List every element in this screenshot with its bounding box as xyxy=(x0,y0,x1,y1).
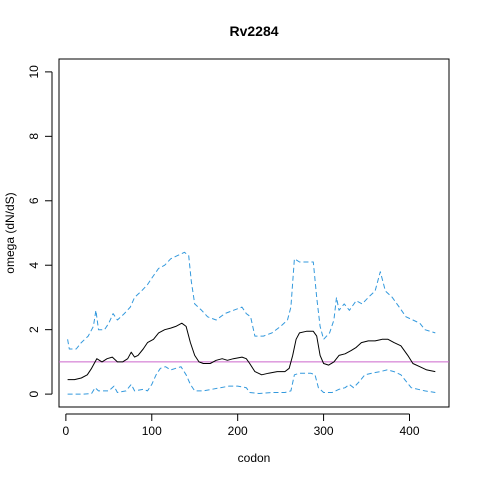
y-tick-label: 8 xyxy=(27,133,41,140)
x-tick-label: 200 xyxy=(228,424,248,438)
y-tick-label: 2 xyxy=(27,326,41,333)
y-tick-label: 10 xyxy=(27,65,41,79)
y-axis-label: omega (dN/dS) xyxy=(3,192,17,273)
y-tick-label: 6 xyxy=(27,197,41,204)
x-tick-label: 300 xyxy=(314,424,334,438)
series-line-upper-interval xyxy=(67,251,436,350)
plot-area xyxy=(59,251,449,395)
x-tick-label: 0 xyxy=(63,424,70,438)
x-tick-label: 100 xyxy=(142,424,162,438)
x-axis-label: codon xyxy=(238,451,271,465)
y-tick-label: 0 xyxy=(27,390,41,397)
x-axis: 0 100 200 300 400 xyxy=(63,413,420,438)
y-axis: 0 2 4 6 8 10 xyxy=(27,65,53,397)
y-tick-label: 4 xyxy=(27,262,41,269)
chart-title: Rv2284 xyxy=(229,23,278,39)
series-line-estimate xyxy=(67,322,436,381)
plot-frame xyxy=(58,58,450,408)
x-tick-label: 400 xyxy=(399,424,419,438)
series-line-lower-interval xyxy=(67,366,436,395)
